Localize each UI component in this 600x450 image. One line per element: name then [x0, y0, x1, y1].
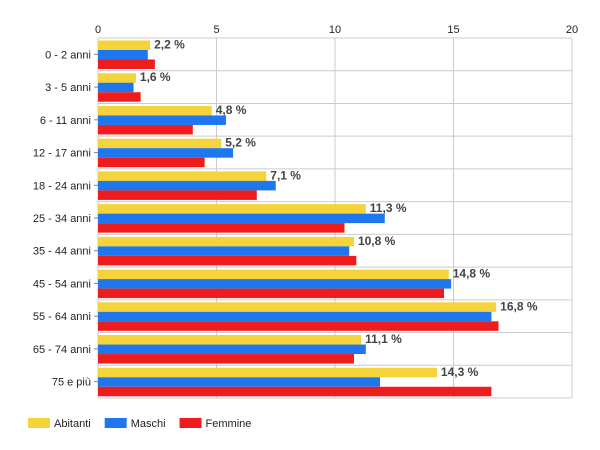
- data-label: 5,2 %: [225, 136, 256, 150]
- grid-lines: [94, 37, 573, 399]
- bar-abitanti: [98, 269, 449, 280]
- bar-femmine: [98, 124, 193, 135]
- bar-abitanti: [98, 367, 437, 378]
- bar-abitanti: [98, 73, 136, 83]
- bar-abitanti: [98, 204, 366, 214]
- bar-abitanti: [98, 236, 354, 247]
- legend-label-abitanti: Abitanti: [54, 418, 91, 430]
- bar-maschi: [98, 377, 381, 387]
- x-tick-label: 15: [447, 24, 459, 36]
- bar-femmine: [98, 386, 492, 397]
- category-label: 18 - 24 anni: [33, 180, 91, 192]
- legend-swatch-abitanti: [28, 418, 50, 428]
- legend: Abitanti Maschi Femmine: [28, 418, 251, 430]
- bar-abitanti: [98, 302, 497, 312]
- x-axis-ticks: 0 5 10 15 20: [95, 24, 578, 36]
- bar-maschi: [98, 344, 366, 355]
- data-label: 2,2 %: [154, 38, 185, 52]
- bar-maschi: [98, 246, 350, 256]
- data-label: 16,8 %: [500, 299, 538, 313]
- bar-femmine: [98, 59, 155, 69]
- bar-femmine: [98, 288, 445, 299]
- data-label: 4,8 %: [216, 103, 247, 117]
- legend-label-femmine: Femmine: [206, 418, 252, 430]
- bar-maschi: [98, 50, 148, 60]
- legend-swatch-femmine: [179, 418, 202, 428]
- category-label: 0 - 2 anni: [45, 49, 91, 61]
- data-label: 10,8 %: [358, 234, 396, 248]
- bar-femmine: [98, 321, 499, 331]
- data-labels: 2,2 % 1,6 % 4,8 % 5,2 % 7,1 % 11,3 % 10,8 % 14,…: [140, 38, 538, 379]
- x-tick-label: 10: [329, 24, 341, 36]
- category-label: 45 - 54 anni: [33, 278, 91, 290]
- bar-femmine: [98, 157, 205, 168]
- bar-maschi: [98, 180, 276, 191]
- legend-swatch-maschi: [104, 418, 127, 428]
- bar-abitanti: [98, 335, 362, 345]
- category-label: 55 - 64 anni: [33, 311, 91, 323]
- category-label: 12 - 17 anni: [33, 148, 91, 160]
- bar-maschi: [98, 279, 452, 289]
- bar-femmine: [98, 223, 345, 233]
- bar-maschi: [98, 311, 492, 322]
- data-label: 11,3 %: [370, 201, 407, 215]
- category-label: 3 - 5 anni: [45, 82, 91, 94]
- bar-abitanti: [98, 138, 222, 149]
- data-label: 14,3 %: [441, 365, 479, 379]
- bar-maschi: [98, 213, 385, 224]
- bar-femmine: [98, 190, 257, 200]
- category-label: 65 - 74 anni: [33, 344, 91, 356]
- bar-maschi: [98, 148, 234, 158]
- bar-femmine: [98, 354, 354, 364]
- x-tick-label: 5: [213, 24, 219, 36]
- data-label: 1,6 %: [140, 70, 171, 84]
- category-labels: 0 - 2 anni 3 - 5 anni 6 - 11 anni 12 - 17 a…: [33, 49, 91, 388]
- category-label: 25 - 34 anni: [33, 213, 91, 225]
- bar-abitanti: [98, 171, 267, 181]
- bar-maschi: [98, 82, 134, 93]
- bar-abitanti: [98, 40, 151, 50]
- bar-maschi: [98, 115, 226, 125]
- data-label: 14,8 %: [453, 267, 491, 281]
- x-tick-label: 0: [95, 24, 101, 36]
- bars: [98, 40, 499, 397]
- data-label: 11,1 %: [365, 332, 402, 346]
- category-label: 6 - 11 anni: [40, 115, 91, 127]
- bar-femmine: [98, 92, 141, 102]
- category-label: 35 - 44 anni: [33, 246, 91, 258]
- data-label: 7,1 %: [270, 168, 301, 182]
- bar-femmine: [98, 255, 357, 266]
- x-tick-label: 20: [566, 24, 578, 36]
- bar-abitanti: [98, 105, 212, 116]
- legend-label-maschi: Maschi: [131, 418, 166, 430]
- category-label: 75 e più: [52, 377, 91, 389]
